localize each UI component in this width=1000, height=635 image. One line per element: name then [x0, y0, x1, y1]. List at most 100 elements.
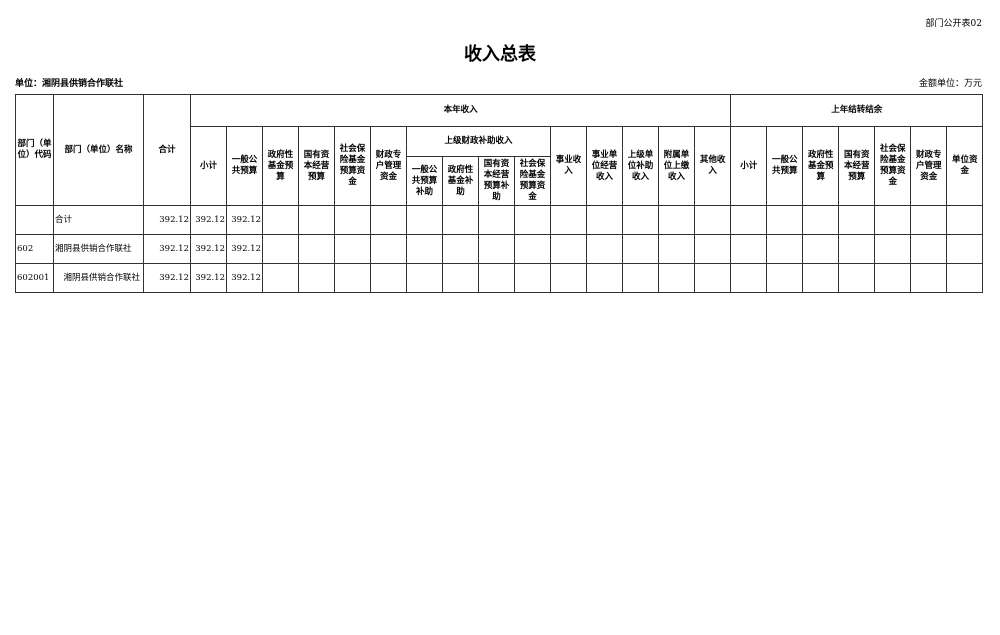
empty-cell: [658, 205, 695, 235]
empty-cell: [370, 234, 407, 264]
empty-cell: [946, 234, 984, 264]
empty-cell: [406, 205, 443, 235]
empty-cell: [514, 263, 551, 293]
empty-cell: [874, 205, 912, 235]
empty-cell: [334, 205, 371, 235]
header-cell: 政府性基金预算: [262, 126, 299, 206]
empty-cell: [262, 205, 299, 235]
unit-label: 单位：湘阴县供销合作联社: [15, 79, 124, 89]
empty-cell: [550, 205, 587, 235]
empty-cell: [406, 263, 443, 293]
empty-cell: [514, 234, 551, 264]
header-cell: 财政专户管理资金: [910, 126, 948, 206]
header-cell: 小计: [730, 126, 768, 206]
empty-cell: [334, 263, 371, 293]
empty-cell: [766, 263, 804, 293]
empty-cell: [730, 263, 768, 293]
empty-cell: [478, 263, 515, 293]
empty-cell: [298, 205, 335, 235]
cell-subtotal: 392.12: [190, 234, 227, 264]
empty-cell: [658, 234, 695, 264]
cell-subtotal: 392.12: [190, 263, 227, 293]
header-cell: 上级单位补助收入: [622, 126, 659, 206]
empty-cell: [262, 263, 299, 293]
empty-cell: [658, 263, 695, 293]
header-cell: 单位资金: [946, 126, 984, 206]
empty-cell: [262, 234, 299, 264]
empty-cell: [442, 263, 479, 293]
empty-cell: [514, 205, 551, 235]
cell-subtotal: 392.12: [190, 205, 227, 235]
header-cell: 国有资本经营预算补助: [478, 156, 515, 206]
empty-cell: [298, 234, 335, 264]
empty-cell: [802, 205, 840, 235]
cell-name: 湘阴县供销合作联社: [53, 263, 144, 293]
header-cell: 政府性基金预算: [802, 126, 840, 206]
cell-general: 392.12: [226, 234, 263, 264]
empty-cell: [622, 205, 659, 235]
header-cell: 一般公共预算: [226, 126, 263, 206]
form-code: 部门公开表02: [925, 19, 982, 29]
cell-name: 湘阴县供销合作联社: [53, 234, 144, 264]
header-cell: 一般公共预算: [766, 126, 804, 206]
empty-cell: [946, 205, 984, 235]
header-cell: 事业单位经营收入: [586, 126, 623, 206]
header-prior-year: 上年结转结余: [730, 94, 984, 127]
cell-total: 392.12: [143, 234, 191, 264]
empty-cell: [442, 234, 479, 264]
header-cell: 事业收入: [550, 126, 587, 206]
cell-code: [15, 205, 54, 235]
header-cell: 社会保险基金预算资金: [874, 126, 912, 206]
page-title: 收入总表: [464, 44, 536, 65]
cell-total: 392.12: [143, 205, 191, 235]
header-cell: 一般公共预算补助: [406, 156, 443, 206]
empty-cell: [838, 234, 876, 264]
header-name: 部门（单位）名称: [53, 94, 144, 206]
empty-cell: [622, 234, 659, 264]
empty-cell: [334, 234, 371, 264]
empty-cell: [298, 263, 335, 293]
empty-cell: [802, 263, 840, 293]
income-table: 部门（单位）代码 部门（单位）名称 合计 本年收入 上年结转结余 小计 一般公共…: [15, 94, 984, 293]
empty-cell: [550, 263, 587, 293]
money-unit: 金额单位：万元: [918, 79, 982, 89]
header-code: 部门（单位）代码: [15, 94, 54, 206]
table-row: 合计 392.12 392.12 392.12: [15, 205, 984, 235]
header-current-year: 本年收入: [189, 94, 732, 127]
table-row: 602001 湘阴县供销合作联社 392.12 392.12 392.12: [15, 263, 984, 293]
cell-total: 392.12: [143, 263, 191, 293]
table-row: 602 湘阴县供销合作联社 392.12 392.12 392.12: [15, 234, 984, 264]
cell-code: 602: [15, 234, 54, 264]
empty-cell: [693, 234, 732, 264]
header-cell: 社会保险基金预算资金: [334, 126, 371, 206]
cell-name: 合计: [53, 205, 144, 235]
empty-cell: [766, 205, 804, 235]
empty-cell: [730, 234, 768, 264]
empty-cell: [693, 205, 732, 235]
header-cell: 政府性基金补助: [442, 156, 479, 206]
cell-code: 602001: [15, 263, 54, 293]
cell-general: 392.12: [226, 263, 263, 293]
empty-cell: [478, 205, 515, 235]
header-cell: 国有资本经营预算: [838, 126, 876, 206]
header-cell: 国有资本经营预算: [298, 126, 335, 206]
header-cell: 附属单位上缴收入: [658, 126, 695, 206]
empty-cell: [838, 205, 876, 235]
empty-cell: [586, 263, 623, 293]
empty-cell: [586, 234, 623, 264]
header-upper-subsidy: 上级财政补助收入: [406, 126, 551, 157]
empty-cell: [766, 234, 804, 264]
empty-cell: [406, 234, 443, 264]
empty-cell: [730, 205, 768, 235]
empty-cell: [550, 234, 587, 264]
empty-cell: [910, 205, 948, 235]
header-cell: 其他收入: [693, 126, 732, 206]
empty-cell: [586, 205, 623, 235]
empty-cell: [802, 234, 840, 264]
cell-general: 392.12: [226, 205, 263, 235]
empty-cell: [442, 205, 479, 235]
empty-cell: [838, 263, 876, 293]
empty-cell: [910, 263, 948, 293]
header-total: 合计: [143, 94, 191, 206]
header-cell: 财政专户管理资金: [370, 126, 407, 206]
